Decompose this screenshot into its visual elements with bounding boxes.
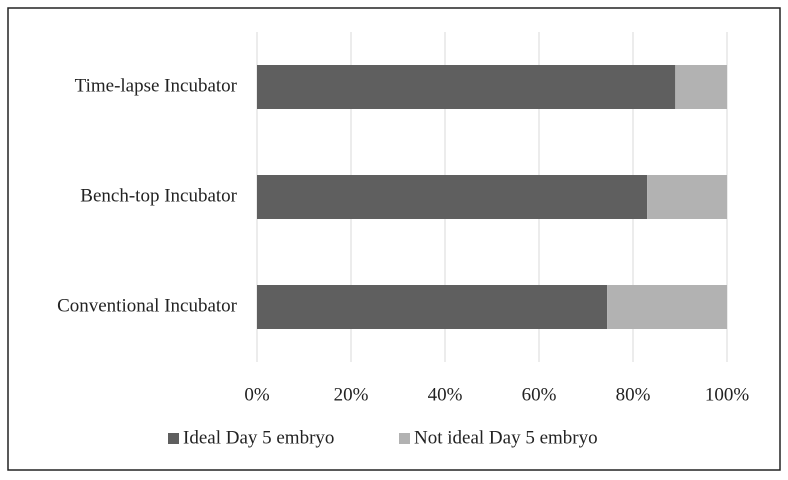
bar <box>607 285 727 329</box>
legend-swatch <box>399 433 410 444</box>
legend-label: Ideal Day 5 embryo <box>183 427 334 448</box>
legend-swatch <box>168 433 179 444</box>
bar <box>257 175 648 219</box>
x-tick-label: 40% <box>428 384 463 405</box>
legend-label: Not ideal Day 5 embryo <box>414 427 598 448</box>
x-tick-label: 100% <box>705 384 750 405</box>
bar <box>647 175 727 219</box>
bar <box>675 65 727 109</box>
bar <box>257 285 608 329</box>
x-tick-label: 60% <box>522 384 557 405</box>
x-tick-label: 80% <box>616 384 651 405</box>
y-tick-label: Conventional Incubator <box>57 295 238 316</box>
y-tick-label: Time-lapse Incubator <box>75 75 238 96</box>
bar <box>257 65 676 109</box>
x-tick-label: 20% <box>334 384 369 405</box>
y-tick-label: Bench-top Incubator <box>80 185 237 206</box>
x-tick-label: 0% <box>244 384 270 405</box>
